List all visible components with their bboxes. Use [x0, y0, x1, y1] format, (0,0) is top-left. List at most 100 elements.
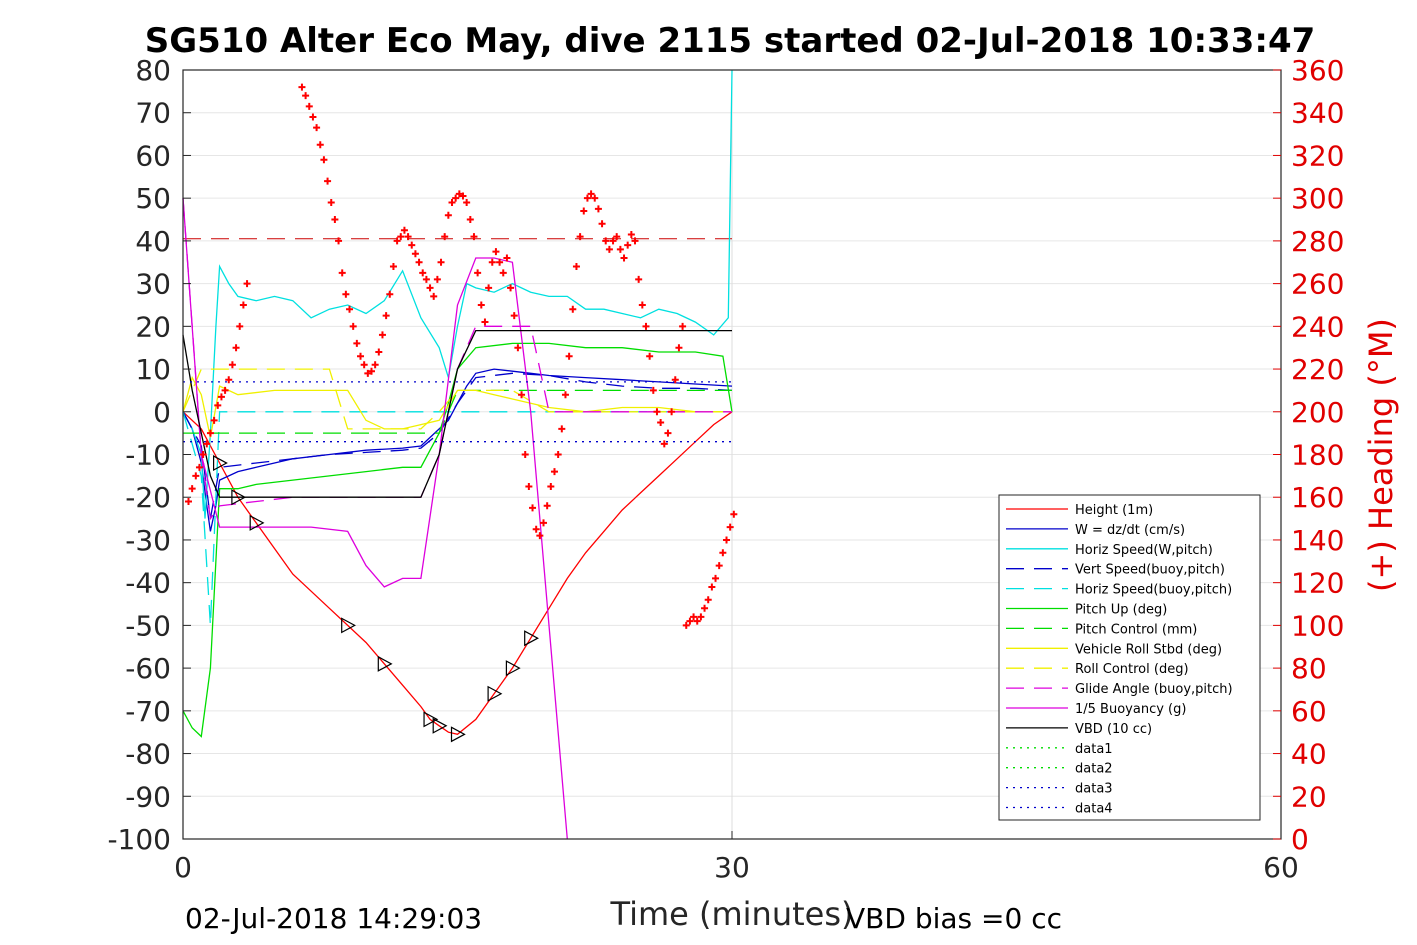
heading-point: [477, 301, 485, 309]
y-right-tick-label: 300: [1291, 182, 1344, 215]
height-marker: [249, 514, 265, 531]
y-right-tick-label: 180: [1291, 439, 1344, 472]
heading-point: [668, 408, 676, 416]
heading-point: [452, 194, 460, 202]
series-group: [182, 69, 733, 840]
legend-label: Pitch Control (mm): [1075, 622, 1197, 637]
heading-point: [389, 263, 397, 271]
legend-label: Roll Control (deg): [1075, 662, 1189, 677]
heading-point: [199, 451, 207, 458]
y-right-tick-label: 340: [1291, 97, 1344, 130]
heading-point: [324, 177, 332, 185]
heading-point: [419, 269, 427, 277]
y-left-tick-label: 50: [135, 182, 171, 215]
heading-point: [360, 361, 368, 369]
heading-point: [228, 361, 236, 369]
legend-label: Horiz Speed(buoy,pitch): [1075, 583, 1232, 598]
heading-point: [693, 617, 701, 625]
heading-point: [525, 483, 533, 491]
heading-point: [375, 348, 383, 356]
heading-point: [485, 284, 493, 292]
legend-label: 1/5 Buoyancy (g): [1075, 702, 1186, 717]
height-marker: [423, 711, 439, 728]
heading-point: [576, 233, 584, 241]
y-right-tick-label: 240: [1291, 310, 1344, 343]
heading-point: [481, 318, 489, 326]
heading-point: [675, 344, 683, 352]
heading-markers: [185, 83, 738, 629]
series-line-8: [182, 368, 732, 430]
y-left-tick-label: 10: [135, 353, 171, 386]
heading-point: [602, 237, 610, 245]
heading-point: [243, 280, 251, 288]
heading-point: [708, 583, 716, 591]
y-right-tick-label: 20: [1291, 780, 1327, 813]
heading-point: [697, 613, 705, 621]
legend-label: Vehicle Roll Stbd (deg): [1075, 642, 1222, 657]
heading-point: [572, 263, 580, 271]
heading-point: [298, 83, 306, 91]
heading-point: [690, 613, 698, 621]
heading-point: [444, 211, 452, 219]
heading-point: [236, 322, 244, 330]
heading-point: [217, 393, 225, 401]
heading-point: [616, 245, 624, 253]
y-right-tick-label: 280: [1291, 225, 1344, 258]
y-right-tick-label: 100: [1291, 609, 1344, 642]
y-left-tick-label: 20: [135, 310, 171, 343]
heading-point: [540, 519, 548, 527]
heading-point: [313, 124, 321, 132]
heading-point: [605, 245, 613, 253]
heading-point: [565, 352, 573, 360]
y-right-tick-label: 60: [1291, 695, 1327, 728]
heading-point: [455, 190, 463, 198]
series-line-1: [182, 368, 733, 532]
heading-point: [657, 418, 665, 426]
legend-label: data2: [1075, 762, 1113, 777]
heading-point: [400, 226, 408, 234]
y-left-tick-label: -10: [125, 439, 171, 472]
y-right-axis-label: (+) Heading (°M): [1362, 318, 1400, 592]
heading-point: [232, 344, 240, 352]
heading-point: [404, 233, 412, 241]
heading-point: [529, 504, 537, 512]
heading-point: [638, 301, 646, 309]
heading-point: [221, 386, 229, 394]
y-right-tick-label: 360: [1291, 54, 1344, 87]
heading-point: [309, 113, 317, 121]
heading-point: [411, 250, 419, 258]
heading-point: [620, 254, 628, 262]
y-left-tick-label: -90: [125, 780, 171, 813]
legend-label: data1: [1075, 742, 1113, 757]
heading-point: [503, 254, 511, 262]
heading-point: [723, 536, 731, 544]
heading-point: [719, 549, 727, 557]
heading-point: [382, 312, 390, 320]
heading-point: [704, 596, 712, 604]
heading-point: [188, 485, 196, 493]
y-right-tick-label: 140: [1291, 524, 1344, 557]
y-right-tick-label: 320: [1291, 139, 1344, 172]
y-right-tick-label: 80: [1291, 652, 1327, 685]
heading-point: [357, 352, 365, 360]
y-right-tick-label: 200: [1291, 396, 1344, 429]
y-left-tick-label: -70: [125, 695, 171, 728]
heading-point: [580, 207, 588, 215]
heading-point: [470, 233, 478, 241]
heading-point: [305, 102, 313, 110]
height-marker: [487, 685, 503, 702]
heading-point: [664, 429, 672, 437]
footer-timestamp: 02-Jul-2018 14:29:03: [185, 902, 482, 935]
heading-point: [679, 322, 687, 330]
heading-point: [320, 156, 328, 164]
heading-point: [726, 523, 734, 531]
y-right-tick-label: 260: [1291, 268, 1344, 301]
legend-label: Horiz Speed(W,pitch): [1075, 543, 1213, 558]
heading-point: [499, 269, 507, 277]
heading-point: [225, 376, 233, 384]
y-right-tick-label: 220: [1291, 353, 1344, 386]
heading-point: [521, 451, 529, 458]
heading-point: [642, 322, 650, 330]
heading-point: [463, 198, 471, 206]
